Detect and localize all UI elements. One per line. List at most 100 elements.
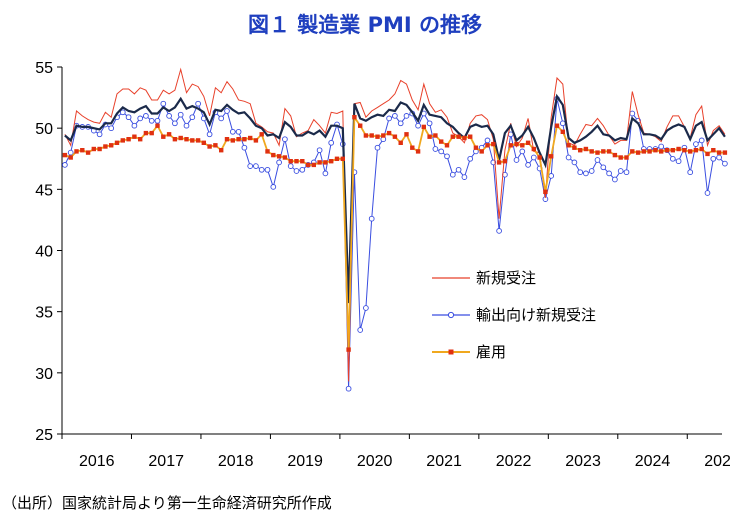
series-line-new-orders bbox=[64, 67, 726, 382]
point-export-orders bbox=[461, 174, 468, 180]
legend-label-employment: 雇用 bbox=[476, 343, 506, 361]
point-export-orders bbox=[235, 128, 242, 135]
axes bbox=[61, 67, 722, 435]
point-export-orders bbox=[386, 115, 392, 122]
x-tick-label: 2020 bbox=[357, 453, 393, 470]
point-employment bbox=[450, 134, 455, 139]
point-employment bbox=[120, 138, 125, 143]
point-export-orders bbox=[519, 148, 526, 155]
point-export-orders bbox=[704, 190, 711, 196]
point-employment bbox=[219, 148, 224, 153]
y-tick-label: 45 bbox=[35, 182, 53, 199]
point-employment bbox=[514, 141, 519, 147]
point-export-orders bbox=[62, 162, 68, 168]
point-employment bbox=[334, 156, 340, 161]
point-export-orders bbox=[583, 170, 589, 177]
point-export-orders bbox=[299, 166, 306, 173]
point-employment bbox=[184, 137, 189, 142]
point-employment bbox=[149, 130, 154, 136]
point-export-orders bbox=[166, 113, 172, 119]
point-export-orders bbox=[403, 113, 410, 119]
legend-marker-export-orders bbox=[447, 311, 455, 319]
point-employment bbox=[624, 155, 629, 160]
point-employment bbox=[74, 149, 79, 154]
point-employment bbox=[612, 152, 618, 158]
x-tick-label: 2024 bbox=[635, 453, 671, 470]
point-export-orders bbox=[658, 143, 665, 150]
point-employment bbox=[114, 140, 120, 145]
point-employment bbox=[531, 146, 536, 152]
point-export-orders bbox=[253, 163, 259, 169]
point-employment bbox=[659, 149, 664, 154]
point-employment bbox=[699, 146, 704, 152]
x-tick-label: 2019 bbox=[287, 453, 323, 470]
point-employment bbox=[491, 141, 496, 147]
legend: 新規受注 輸出向け新規受注 雇用 bbox=[432, 269, 596, 361]
point-employment bbox=[242, 137, 247, 142]
point-export-orders bbox=[455, 166, 462, 173]
y-tick-label: 35 bbox=[35, 305, 53, 322]
chart-title: 図１ 製造業 PMI の推移 bbox=[248, 13, 482, 37]
point-export-orders bbox=[565, 154, 572, 161]
point-export-orders bbox=[559, 120, 566, 127]
plot-area bbox=[62, 67, 728, 392]
point-export-orders bbox=[357, 327, 364, 333]
point-export-orders bbox=[617, 168, 624, 174]
point-employment bbox=[195, 138, 201, 143]
legend-marker-employment bbox=[448, 349, 454, 355]
y-tick-label: 50 bbox=[35, 121, 53, 138]
point-export-orders bbox=[125, 114, 132, 121]
point-employment bbox=[716, 150, 722, 155]
point-export-orders bbox=[67, 149, 74, 156]
point-export-orders bbox=[258, 166, 265, 173]
point-export-orders bbox=[363, 305, 369, 311]
point-employment bbox=[248, 135, 253, 141]
point-employment bbox=[253, 138, 259, 143]
point-employment bbox=[601, 149, 606, 154]
point-employment bbox=[589, 149, 594, 154]
point-export-orders bbox=[612, 176, 618, 183]
point-employment bbox=[352, 115, 357, 120]
point-employment bbox=[693, 148, 699, 153]
point-export-orders bbox=[206, 131, 213, 138]
point-employment bbox=[311, 162, 316, 168]
series-markers-employment bbox=[62, 115, 728, 352]
point-export-orders bbox=[623, 169, 630, 176]
point-export-orders bbox=[241, 144, 248, 151]
point-employment bbox=[358, 123, 363, 128]
point-export-orders bbox=[496, 228, 502, 234]
point-export-orders bbox=[108, 125, 115, 132]
point-employment bbox=[224, 137, 230, 142]
point-export-orders bbox=[606, 170, 612, 177]
point-employment bbox=[80, 148, 85, 153]
point-employment bbox=[138, 137, 143, 142]
point-employment bbox=[670, 148, 675, 153]
point-export-orders bbox=[722, 160, 728, 167]
point-export-orders bbox=[698, 137, 705, 144]
point-employment bbox=[404, 132, 409, 137]
point-employment bbox=[288, 159, 293, 164]
point-export-orders bbox=[276, 159, 282, 166]
point-export-orders bbox=[600, 164, 607, 171]
x-tick-label: 2017 bbox=[148, 453, 184, 470]
point-employment bbox=[410, 145, 415, 150]
point-employment bbox=[554, 123, 560, 128]
y-axis-ticks: 25 30 35 40 45 50 55 bbox=[35, 60, 62, 444]
point-export-orders bbox=[293, 168, 300, 174]
point-employment bbox=[473, 145, 479, 150]
point-export-orders bbox=[548, 173, 555, 179]
series-markers-export-orders bbox=[62, 95, 728, 392]
point-employment bbox=[323, 160, 328, 165]
point-export-orders bbox=[415, 122, 421, 129]
point-export-orders bbox=[710, 155, 717, 162]
point-employment bbox=[549, 154, 554, 159]
source-note: （出所）国家統計局より第一生命経済研究所作成 bbox=[2, 494, 332, 512]
x-tick-label: 2023 bbox=[565, 453, 601, 470]
point-export-orders bbox=[345, 385, 352, 392]
point-employment bbox=[392, 134, 398, 139]
x-axis-ticks: 2016 2017 2018 2019 2020 2021 2022 2023 2024 2025 bbox=[61, 434, 730, 470]
point-employment bbox=[346, 347, 351, 352]
point-export-orders bbox=[467, 155, 474, 162]
point-employment bbox=[300, 159, 305, 164]
point-export-orders bbox=[264, 166, 271, 173]
